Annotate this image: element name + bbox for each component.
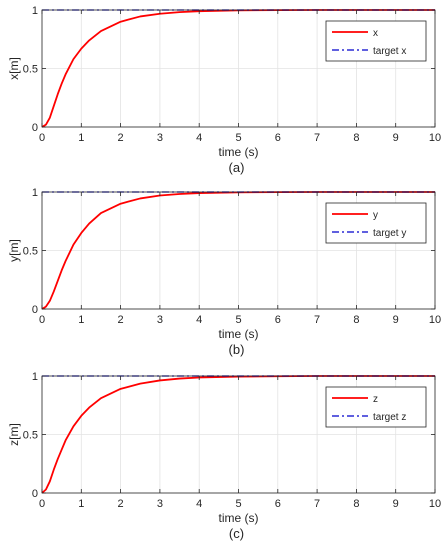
- x-tick-label: 2: [118, 314, 124, 326]
- x-tick-label: 3: [157, 498, 163, 510]
- x-tick-label: 1: [78, 314, 84, 326]
- x-tick-label: 7: [314, 132, 320, 144]
- x-tick-label: 10: [429, 498, 441, 510]
- x-tick-label: 0: [39, 498, 45, 510]
- x-tick-label: 6: [275, 132, 281, 144]
- y-tick-label: 0: [32, 122, 38, 134]
- x-tick-label: 5: [235, 314, 241, 326]
- x-tick-label: 9: [393, 132, 399, 144]
- x-tick-label: 1: [78, 498, 84, 510]
- x-tick-label: 10: [429, 314, 441, 326]
- chart-panel-2: 0 1 2 3 4 5 6 7 8 9 10 0 0.5 1 time (s) y[m] (b) y target …: [7, 187, 441, 357]
- x-tick-label: 8: [353, 314, 359, 326]
- legend-entry-label: target y: [373, 228, 406, 239]
- x-tick-label: 10: [429, 132, 441, 144]
- y-tick-label: 1: [32, 5, 38, 17]
- legend-entry-label: x: [373, 28, 378, 39]
- y-axis-label: z[m]: [7, 423, 21, 446]
- y-tick-label: 0.5: [23, 64, 38, 76]
- y-tick-label: 0.5: [23, 430, 38, 442]
- panel-label: (b): [229, 342, 245, 357]
- x-tick-label: 8: [353, 498, 359, 510]
- chart-panel-3: 0 1 2 3 4 5 6 7 8 9 10 0 0.5 1 time (s) z[m] (c) z target …: [7, 371, 441, 541]
- x-axis-label: time (s): [219, 511, 259, 525]
- x-tick-label: 8: [353, 132, 359, 144]
- x-tick-label: 7: [314, 498, 320, 510]
- legend-entry-label: target x: [373, 46, 406, 57]
- y-tick-label: 0.5: [23, 246, 38, 258]
- x-tick-label: 2: [118, 132, 124, 144]
- x-tick-label: 4: [196, 314, 202, 326]
- x-tick-label: 6: [275, 314, 281, 326]
- x-tick-label: 7: [314, 314, 320, 326]
- legend-entry-label: y: [373, 210, 378, 221]
- x-tick-label: 4: [196, 498, 202, 510]
- chart-panel-1: 0 1 2 3 4 5 6 7 8 9 10 0 0.5 1 time (s) x[m] (a) x target …: [7, 5, 441, 175]
- x-tick-label: 2: [118, 498, 124, 510]
- legend-box: [325, 202, 427, 244]
- legend: y target y: [325, 202, 427, 244]
- x-tick-label: 3: [157, 132, 163, 144]
- x-tick-label: 0: [39, 132, 45, 144]
- x-tick-label: 5: [235, 498, 241, 510]
- x-axis-label: time (s): [219, 145, 259, 159]
- x-tick-label: 6: [275, 498, 281, 510]
- legend-entry-label: z: [373, 394, 378, 405]
- legend: z target z: [325, 386, 427, 428]
- x-tick-label: 9: [393, 314, 399, 326]
- x-tick-label: 9: [393, 498, 399, 510]
- legend: x target x: [325, 20, 427, 62]
- panel-label: (a): [229, 160, 245, 175]
- y-tick-label: 0: [32, 304, 38, 316]
- x-tick-label: 4: [196, 132, 202, 144]
- y-tick-label: 0: [32, 488, 38, 500]
- y-axis-label: y[m]: [7, 239, 21, 262]
- x-tick-label: 3: [157, 314, 163, 326]
- x-tick-label: 1: [78, 132, 84, 144]
- legend-box: [325, 386, 427, 428]
- panel-label: (c): [229, 526, 244, 541]
- y-tick-label: 1: [32, 371, 38, 383]
- x-tick-label: 5: [235, 132, 241, 144]
- y-tick-label: 1: [32, 187, 38, 199]
- legend-box: [325, 20, 427, 62]
- x-axis-label: time (s): [219, 327, 259, 341]
- legend-entry-label: target z: [373, 412, 406, 423]
- x-tick-label: 0: [39, 314, 45, 326]
- y-axis-label: x[m]: [7, 57, 21, 80]
